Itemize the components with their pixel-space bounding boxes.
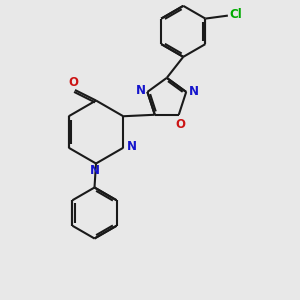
- Text: N: N: [136, 84, 146, 97]
- Text: O: O: [175, 118, 185, 131]
- Text: N: N: [189, 85, 199, 98]
- Text: Cl: Cl: [229, 8, 242, 21]
- Text: N: N: [127, 140, 137, 153]
- Text: N: N: [89, 164, 100, 177]
- Text: O: O: [68, 76, 79, 88]
